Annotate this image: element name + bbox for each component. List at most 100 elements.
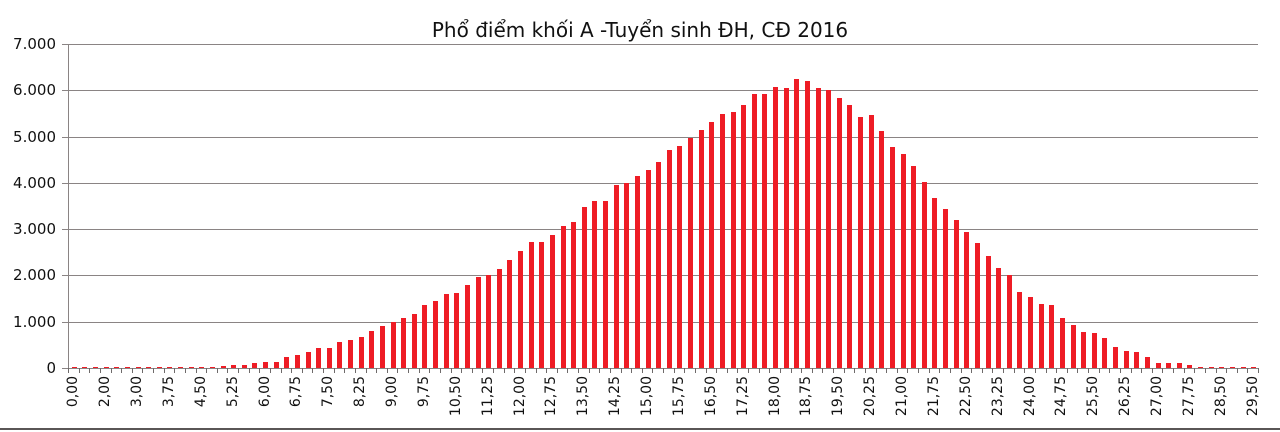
bar bbox=[719, 113, 725, 368]
x-tick-mark bbox=[790, 368, 792, 373]
y-tick-mark bbox=[62, 182, 68, 184]
bar bbox=[943, 208, 949, 368]
x-tick-mark bbox=[939, 368, 941, 373]
x-tick-label: 5,25 bbox=[224, 376, 241, 408]
bar bbox=[624, 182, 630, 368]
x-tick-label: 15,75 bbox=[670, 376, 687, 417]
x-tick-mark bbox=[227, 368, 229, 373]
y-tick-mark bbox=[62, 44, 68, 45]
bar bbox=[804, 81, 810, 368]
bar bbox=[1049, 305, 1055, 368]
x-tick-mark bbox=[1109, 368, 1111, 373]
x-tick-mark bbox=[1024, 368, 1026, 373]
bar bbox=[815, 87, 821, 368]
gridline bbox=[68, 321, 1258, 323]
bar bbox=[847, 105, 853, 368]
x-tick-label: 17,25 bbox=[734, 376, 751, 417]
bar bbox=[71, 367, 77, 368]
x-tick-mark bbox=[323, 368, 324, 373]
bar bbox=[1081, 332, 1087, 368]
x-tick-label: 9,75 bbox=[415, 376, 432, 408]
gridline bbox=[68, 44, 1258, 45]
y-tick-mark bbox=[62, 321, 68, 323]
x-tick-mark bbox=[206, 368, 208, 373]
x-tick-label: 12,75 bbox=[543, 376, 560, 417]
x-tick-mark bbox=[779, 368, 781, 373]
x-tick-mark bbox=[493, 368, 494, 373]
bar bbox=[677, 145, 683, 368]
bar bbox=[284, 357, 290, 368]
bar bbox=[773, 87, 779, 368]
bar bbox=[316, 348, 322, 368]
bar bbox=[337, 342, 343, 368]
bar bbox=[358, 336, 364, 368]
x-tick-mark bbox=[960, 368, 962, 373]
x-tick-mark bbox=[1183, 368, 1185, 373]
y-tick-mark bbox=[62, 229, 68, 231]
y-tick-label: 1.000 bbox=[13, 312, 56, 331]
x-tick-mark bbox=[184, 368, 186, 373]
bar bbox=[1038, 303, 1044, 368]
bar bbox=[518, 251, 524, 368]
x-tick-mark bbox=[110, 368, 112, 373]
x-tick-mark bbox=[822, 368, 824, 373]
x-tick-mark bbox=[992, 368, 994, 373]
x-tick-mark bbox=[238, 368, 239, 373]
x-tick-mark bbox=[535, 368, 537, 373]
bar bbox=[751, 94, 757, 368]
bar bbox=[1070, 325, 1076, 368]
bar bbox=[188, 366, 194, 368]
x-tick-mark bbox=[1226, 368, 1228, 373]
x-tick-label: 3,75 bbox=[160, 376, 177, 408]
x-tick-mark bbox=[620, 368, 622, 373]
x-tick-mark bbox=[1034, 368, 1036, 373]
x-tick-mark bbox=[471, 368, 473, 373]
x-tick-label: 27,75 bbox=[1180, 376, 1197, 417]
x-tick-mark bbox=[131, 368, 133, 373]
bar bbox=[93, 367, 99, 368]
x-tick-mark bbox=[68, 368, 69, 373]
x-tick-label: 25,50 bbox=[1085, 376, 1102, 417]
bar bbox=[826, 90, 832, 368]
x-tick-mark bbox=[567, 368, 569, 373]
x-tick-mark bbox=[1098, 368, 1100, 373]
x-tick-mark bbox=[928, 368, 930, 373]
bar bbox=[252, 362, 258, 368]
bar bbox=[1176, 362, 1182, 368]
x-tick-mark bbox=[1066, 368, 1068, 373]
x-tick-label: 23,25 bbox=[989, 376, 1006, 417]
x-tick-mark bbox=[981, 368, 983, 373]
x-tick-mark bbox=[280, 368, 282, 373]
bar bbox=[1219, 367, 1225, 368]
x-tick-mark bbox=[216, 368, 218, 373]
bar bbox=[241, 364, 247, 368]
bar bbox=[560, 226, 566, 368]
bar bbox=[1166, 362, 1172, 368]
x-tick-mark bbox=[949, 368, 951, 373]
x-tick-mark bbox=[705, 368, 707, 373]
bar bbox=[932, 198, 938, 368]
gridline bbox=[68, 275, 1258, 277]
x-tick-mark bbox=[726, 368, 728, 373]
x-tick-mark bbox=[769, 368, 771, 373]
bar bbox=[475, 276, 481, 368]
bar bbox=[1144, 357, 1150, 368]
x-tick-label: 10,50 bbox=[447, 376, 464, 417]
x-tick-mark bbox=[971, 368, 973, 373]
x-tick-label: 27,00 bbox=[1149, 376, 1166, 417]
x-tick-label: 26,25 bbox=[1117, 376, 1134, 417]
x-tick-mark bbox=[514, 368, 516, 373]
bar bbox=[656, 161, 662, 368]
x-tick-label: 4,50 bbox=[192, 376, 209, 408]
x-tick-mark bbox=[461, 368, 463, 373]
bar bbox=[486, 274, 492, 368]
x-tick-mark bbox=[663, 368, 664, 373]
y-tick-label: 0 bbox=[46, 359, 56, 377]
bar bbox=[603, 201, 609, 368]
x-tick-mark bbox=[1045, 368, 1047, 373]
bar bbox=[1229, 367, 1235, 368]
x-tick-mark bbox=[153, 368, 154, 373]
bar bbox=[889, 146, 895, 368]
x-tick-mark bbox=[354, 368, 356, 373]
x-tick-mark bbox=[599, 368, 601, 373]
